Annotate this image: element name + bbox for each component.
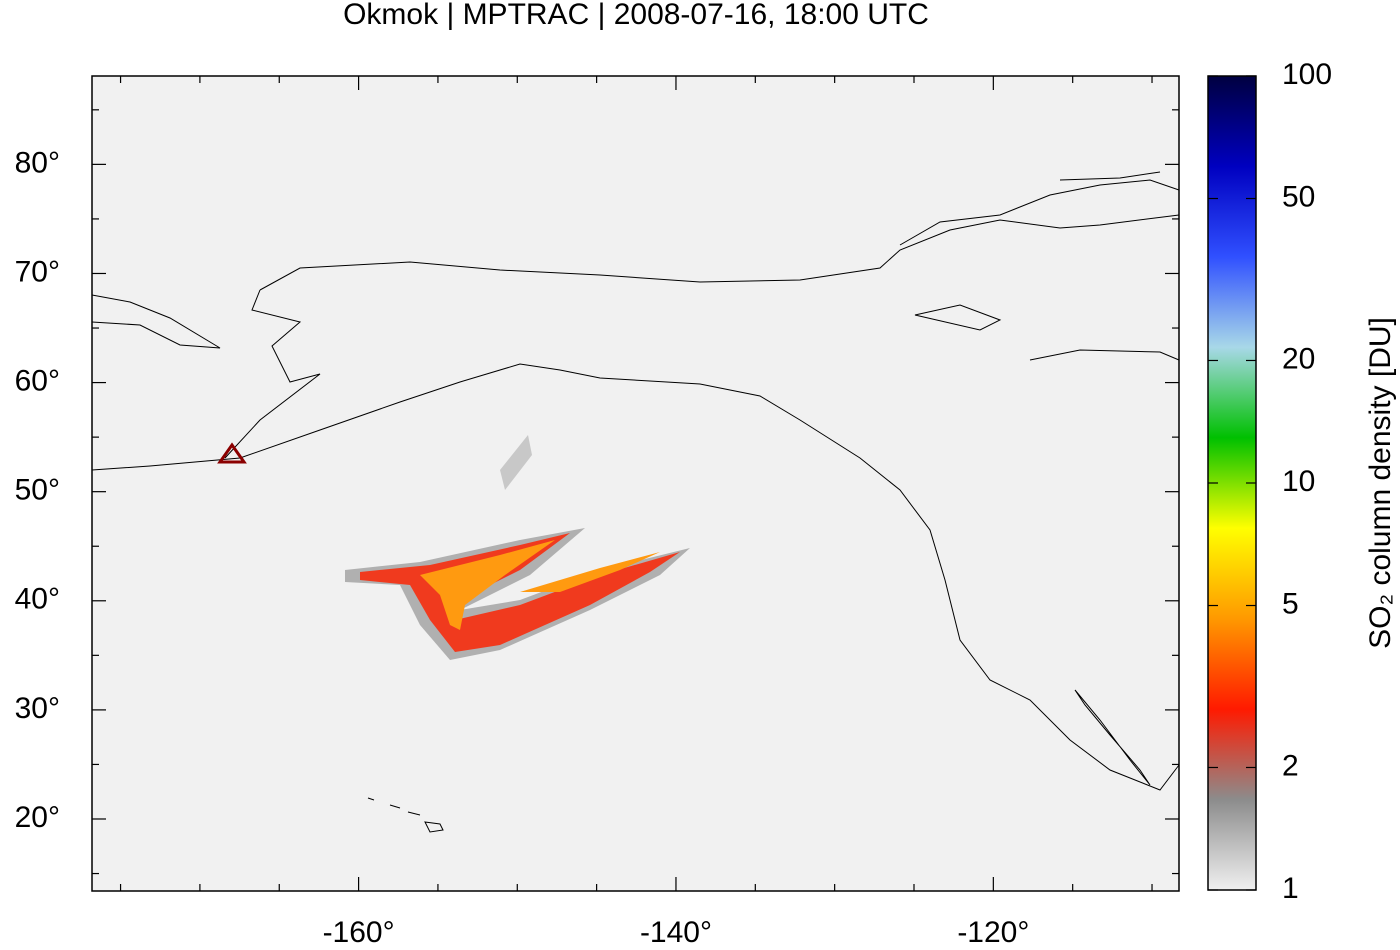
colorbar-tick-label: 5 [1282, 587, 1299, 620]
colorbar-tick-label: 2 [1282, 749, 1299, 782]
coastlines [91, 171, 1180, 833]
y-tick-label: 70° [15, 255, 60, 288]
arctic-coast [259, 214, 1180, 291]
x-tick-label: -120° [957, 916, 1029, 949]
baja-california [1074, 689, 1151, 786]
y-tick-label: 80° [15, 146, 60, 179]
y-tick-label: 50° [15, 474, 60, 507]
y-tick-label: 40° [15, 583, 60, 616]
x-tick-label: -160° [323, 916, 395, 949]
plume-red [360, 533, 680, 652]
colorbar-tick-label: 50 [1282, 180, 1315, 213]
so2-plume [345, 435, 690, 660]
plot-frame [91, 75, 1180, 892]
y-tick-label: 20° [15, 801, 60, 834]
hawaii [367, 797, 444, 833]
x-tick-label: -140° [640, 916, 712, 949]
siberia-coast [91, 294, 221, 349]
colorbar-label: SO₂ column density [DU] [1364, 317, 1397, 649]
colorbar-tick-label: 10 [1282, 465, 1315, 498]
arctic-islands [899, 171, 1180, 361]
y-tick-label: 30° [15, 692, 60, 725]
map-area [92, 76, 1179, 891]
volcano-marker [217, 442, 247, 464]
alaska-west-coast [224, 289, 321, 459]
colorbar-tick-label: 20 [1282, 342, 1315, 375]
plume-orange [420, 540, 660, 630]
pacific-coast [91, 363, 1180, 791]
plume-faint [500, 435, 532, 490]
chart-title: Okmok | MPTRAC | 2008-07-16, 18:00 UTC [343, 0, 929, 31]
plume-gray [345, 528, 690, 660]
colorbar-tick-label: 1 [1282, 872, 1299, 905]
y-tick-label: 60° [15, 365, 60, 398]
colorbar-tick-label: 100 [1282, 58, 1332, 91]
